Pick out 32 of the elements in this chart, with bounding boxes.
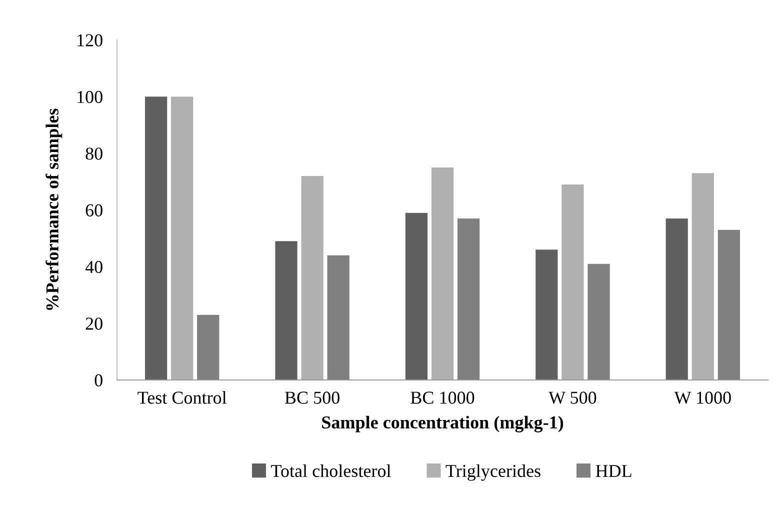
bar — [457, 218, 480, 380]
x-tick-label: BC 500 — [284, 392, 340, 404]
y-tick-label: 100 — [78, 90, 102, 104]
bar — [405, 212, 428, 380]
legend-label: Triglycerides — [446, 464, 540, 481]
y-axis-title: %Performance of samples — [46, 108, 62, 310]
x-tick-label: W 1000 — [674, 392, 731, 404]
bar — [275, 241, 298, 380]
x-tick-label: Test Control — [138, 391, 226, 404]
y-tick-label: 120 — [78, 34, 102, 46]
x-axis-title: Sample concentration (mgkg-1) — [322, 416, 564, 432]
y-tick-label: 20 — [86, 318, 102, 330]
y-tick-label: 0 — [94, 374, 102, 386]
y-tick-label: 60 — [86, 204, 102, 216]
bar — [144, 96, 168, 380]
bar — [536, 250, 558, 380]
bar — [197, 314, 220, 380]
bar — [562, 184, 584, 380]
bar — [301, 176, 324, 380]
bar — [718, 230, 740, 380]
legend-label: HDL — [596, 465, 632, 477]
bar — [666, 218, 688, 380]
bar — [327, 255, 350, 380]
x-tick-label: W 500 — [548, 392, 596, 404]
bar — [692, 173, 714, 380]
y-tick-label: 80 — [86, 148, 102, 160]
legend-label: Total cholesterol — [271, 464, 391, 478]
bar — [588, 264, 610, 380]
bar — [431, 168, 454, 380]
y-tick-label: 40 — [85, 260, 102, 274]
x-tick-label: BC 1000 — [410, 392, 474, 404]
bar — [171, 96, 194, 380]
